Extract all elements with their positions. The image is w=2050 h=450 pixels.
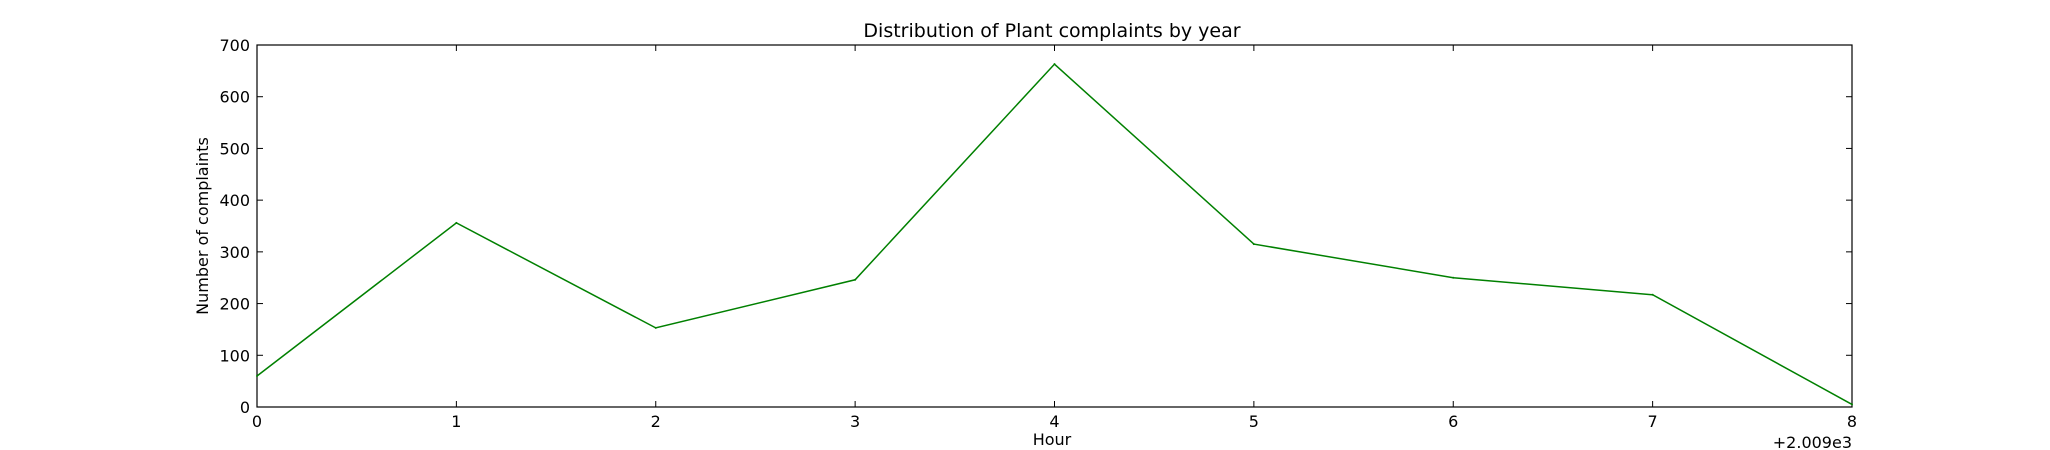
x-axis-label: Hour	[1033, 430, 1072, 449]
y-axis-label: Number of complaints	[193, 137, 212, 315]
y-tick-label: 200	[219, 295, 250, 314]
y-tick-label: 300	[219, 243, 250, 262]
data-point	[654, 326, 657, 329]
data-point	[1452, 276, 1455, 279]
x-tick-label: 0	[252, 412, 262, 431]
x-tick-label: 6	[1448, 412, 1458, 431]
x-tick-label: 2	[651, 412, 661, 431]
y-axis: 0 100 200 300 400 500 600 700	[219, 36, 1852, 417]
data-point	[854, 278, 857, 281]
chart-title: Distribution of Plant complaints by year	[863, 20, 1240, 42]
x-tick-label: 1	[451, 412, 461, 431]
x-tick-label: 7	[1648, 412, 1658, 431]
data-point	[256, 374, 258, 377]
y-tick-label: 100	[219, 346, 250, 365]
y-tick-label: 700	[219, 36, 250, 55]
x-axis-offset-label: +2.009e3	[1773, 433, 1852, 450]
series-line	[256, 63, 1853, 406]
y-tick-label: 500	[219, 139, 250, 158]
x-tick-label: 3	[850, 412, 860, 431]
x-axis: 0 1 2 3 4 5 6 7 8	[252, 45, 1857, 431]
x-tick-label: 8	[1847, 412, 1857, 431]
y-tick-label: 400	[219, 191, 250, 210]
x-tick-label: 5	[1249, 412, 1259, 431]
data-point	[1651, 293, 1654, 296]
y-tick-label: 0	[240, 398, 250, 417]
data-point	[1851, 403, 1853, 406]
plot-frame	[256, 44, 1853, 408]
y-tick-label: 600	[219, 88, 250, 107]
data-point	[1252, 243, 1255, 246]
data-point	[455, 221, 458, 224]
x-tick-label: 4	[1049, 412, 1059, 431]
data-point	[1053, 63, 1056, 66]
